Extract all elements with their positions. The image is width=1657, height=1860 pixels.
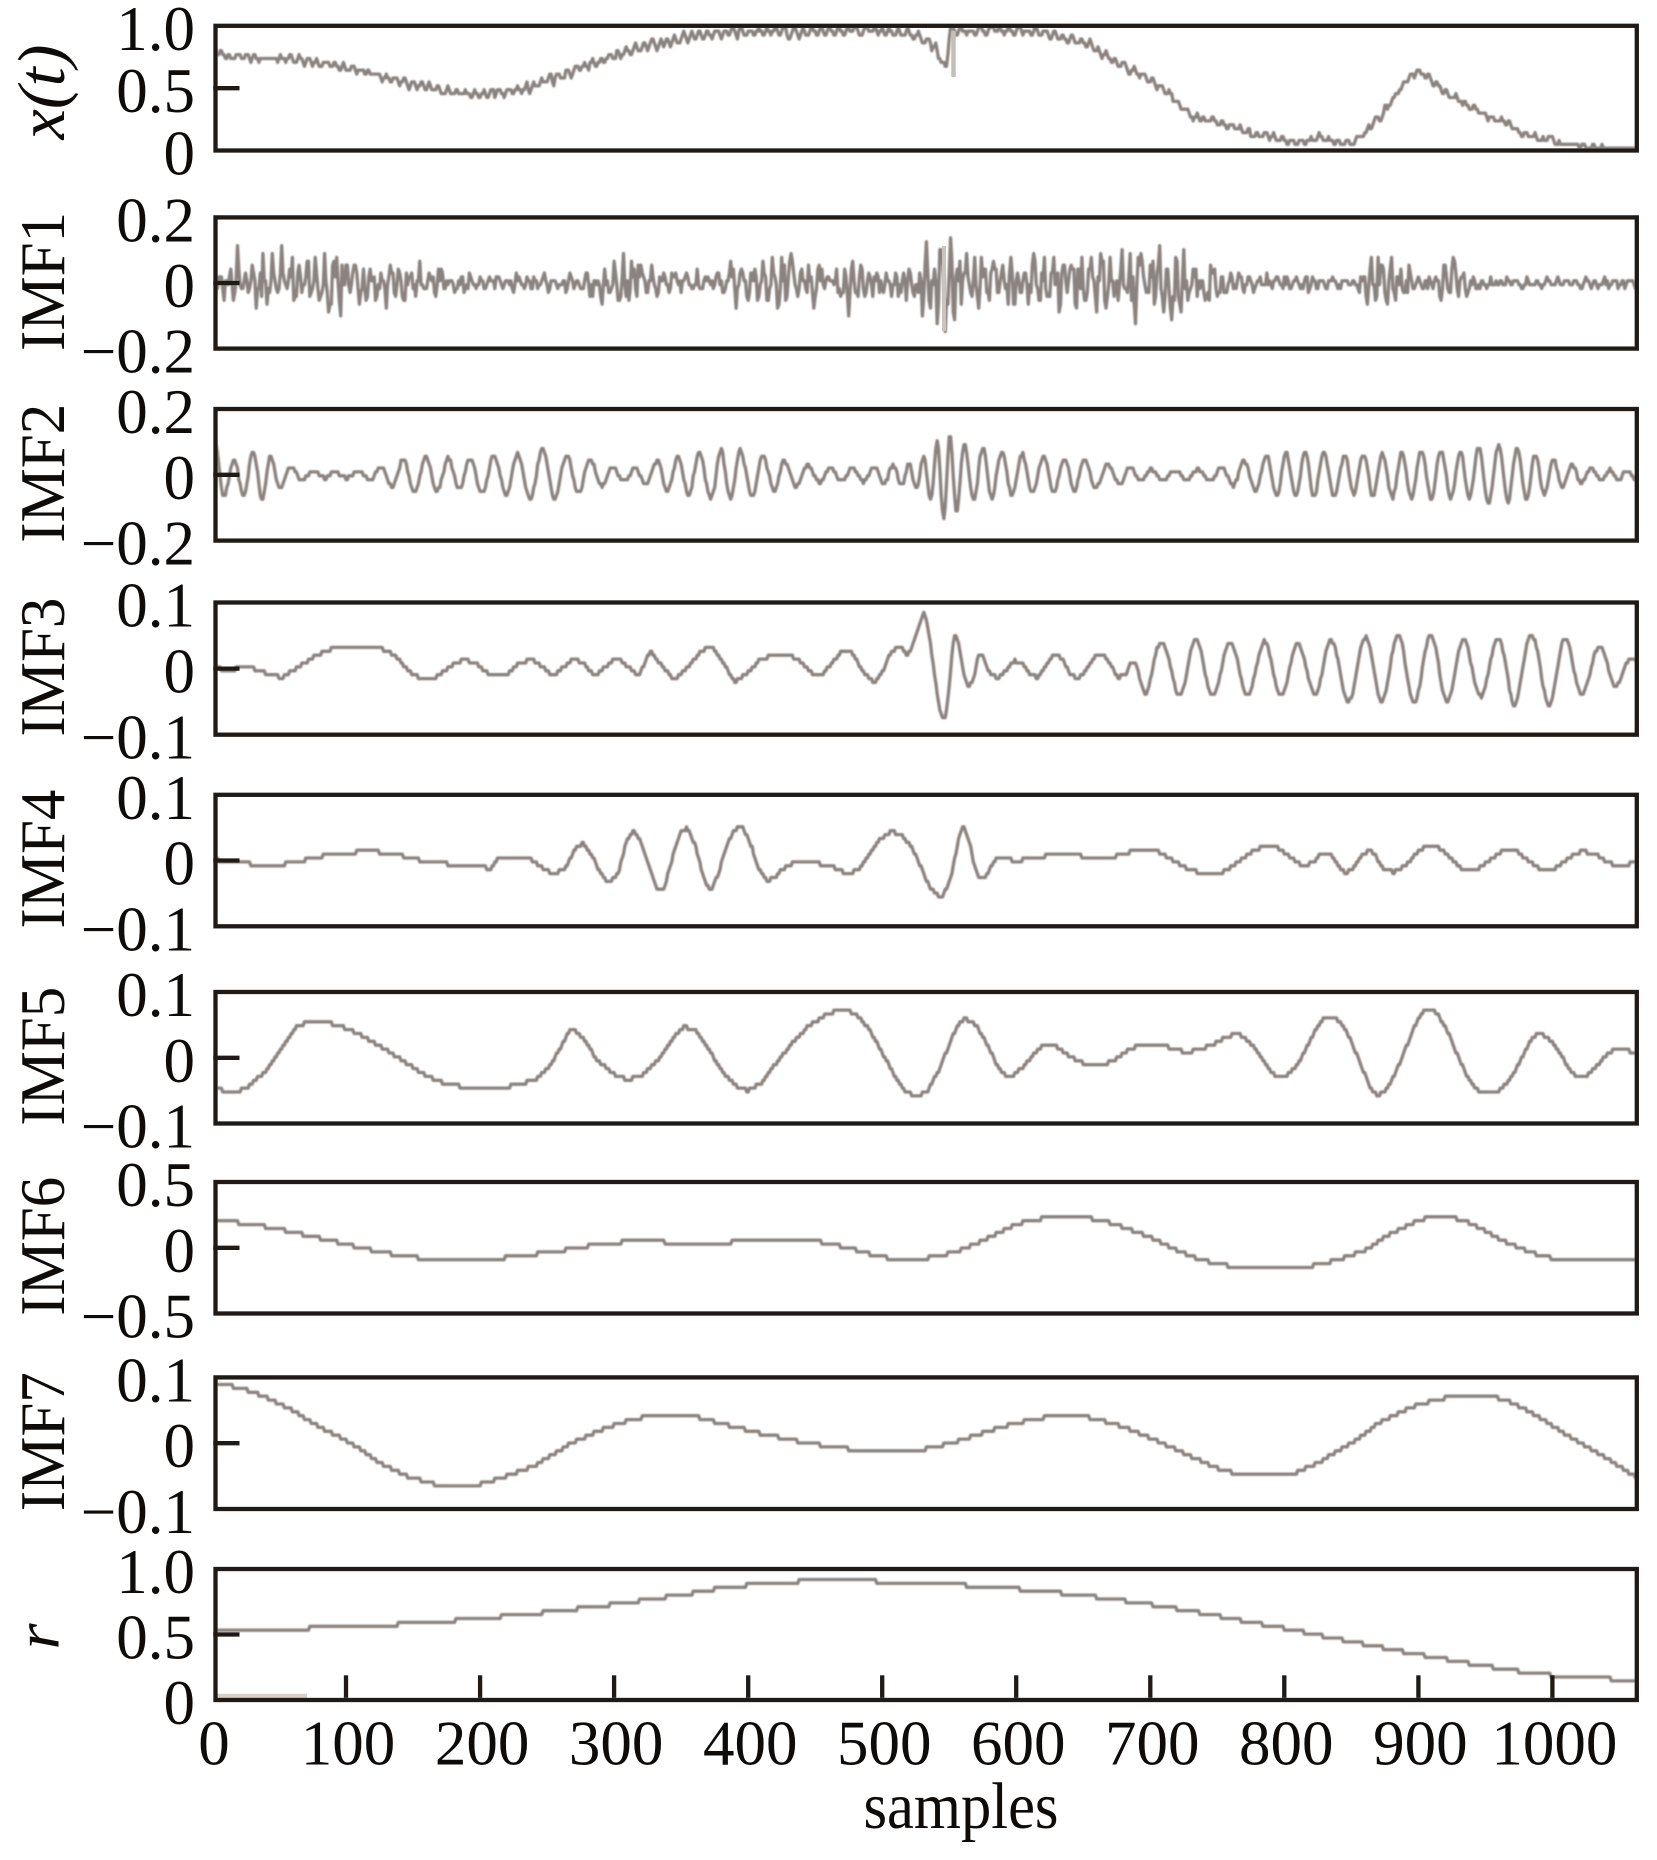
svg-text:IMF2: IMF2 [7,404,78,543]
svg-text:1.0: 1.0 [116,1537,195,1607]
svg-text:IMF6: IMF6 [7,1177,78,1316]
svg-text:IMF5: IMF5 [7,987,78,1126]
svg-text:0: 0 [164,637,196,707]
svg-text:0: 0 [164,1216,196,1286]
svg-text:800: 800 [1239,1709,1334,1779]
svg-text:0: 0 [164,1026,196,1096]
svg-text:0.5: 0.5 [116,1603,195,1673]
svg-text:IMF1: IMF1 [7,212,78,351]
svg-text:IMF4: IMF4 [7,790,78,929]
svg-text:0: 0 [164,1668,196,1738]
svg-text:1.0: 1.0 [116,0,195,64]
svg-text:−0.2: −0.2 [81,317,195,387]
svg-text:x(t): x(t) [5,45,79,141]
svg-text:600: 600 [971,1709,1066,1779]
svg-text:IMF7: IMF7 [7,1372,78,1511]
svg-text:0: 0 [164,251,196,321]
svg-text:0.2: 0.2 [116,377,195,447]
svg-text:100: 100 [301,1709,396,1779]
svg-text:−0.5: −0.5 [81,1282,195,1352]
svg-text:−0.1: −0.1 [81,1092,195,1162]
svg-text:−0.2: −0.2 [81,509,195,579]
svg-text:−0.1: −0.1 [81,703,195,773]
svg-text:0: 0 [164,1411,196,1481]
svg-text:0: 0 [164,829,196,899]
svg-text:0.5: 0.5 [116,1150,195,1220]
svg-text:IMF3: IMF3 [7,598,78,737]
svg-text:r: r [5,1623,73,1650]
svg-text:200: 200 [435,1709,530,1779]
svg-text:700: 700 [1105,1709,1200,1779]
svg-text:0.2: 0.2 [116,185,195,255]
svg-text:300: 300 [569,1709,664,1779]
svg-text:−0.1: −0.1 [81,1477,195,1547]
svg-text:0.1: 0.1 [116,571,195,641]
svg-text:1000: 1000 [1491,1709,1617,1779]
svg-text:0.5: 0.5 [116,56,195,126]
svg-text:0: 0 [198,1709,230,1779]
svg-text:0.1: 0.1 [116,960,195,1030]
svg-text:−0.1: −0.1 [81,894,195,964]
svg-text:500: 500 [837,1709,932,1779]
svg-text:0.1: 0.1 [116,763,195,833]
svg-text:0: 0 [164,443,196,513]
svg-text:900: 900 [1373,1709,1468,1779]
svg-text:0: 0 [164,119,196,189]
svg-text:400: 400 [703,1709,798,1779]
svg-text:0.1: 0.1 [116,1345,195,1415]
svg-text:samples: samples [864,1770,1059,1843]
